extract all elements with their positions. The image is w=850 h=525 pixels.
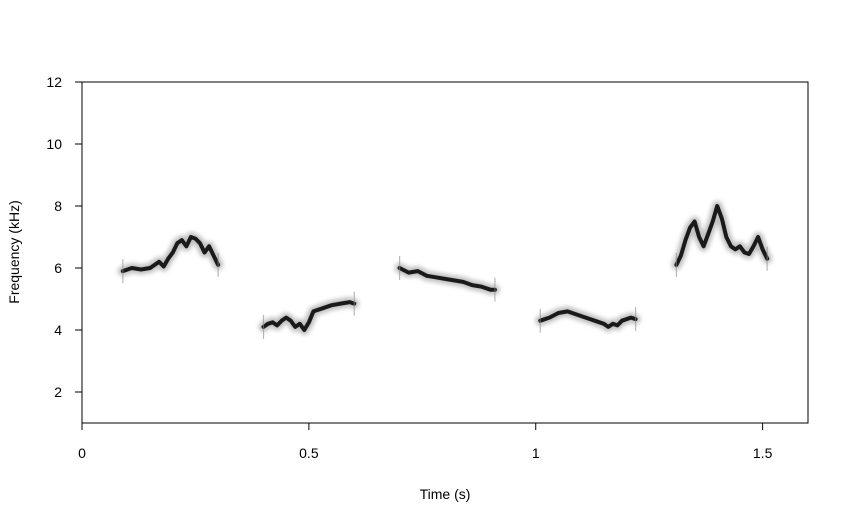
x-tick-label-2: 1 [532, 445, 540, 461]
call-2-trace [261, 300, 357, 332]
x-axis-label: Time (s) [420, 486, 471, 502]
y-axis-label: Frequency (kHz) [6, 200, 22, 303]
y-tick-label-1: 4 [54, 322, 62, 338]
plot-background [82, 82, 808, 423]
y-tick-label-3: 8 [54, 198, 62, 214]
y-tick-label-4: 10 [46, 136, 62, 152]
call-4-trace [538, 309, 638, 329]
call-3-trace [397, 266, 497, 292]
x-tick-label-1: 0.5 [299, 445, 319, 461]
x-tick-label-3: 1.5 [753, 445, 773, 461]
call-1-trace [120, 235, 221, 274]
y-tick-label-2: 6 [54, 260, 62, 276]
y-tick-label-5: 12 [46, 74, 62, 90]
call-5-trace [674, 204, 770, 267]
call-traces [117, 201, 773, 339]
x-axis: 0 0.5 1 1.5 [78, 422, 773, 461]
x-tick-label-0: 0 [78, 445, 86, 461]
y-axis: 2 4 6 8 10 12 [46, 74, 83, 400]
y-tick-label-0: 2 [54, 384, 62, 400]
